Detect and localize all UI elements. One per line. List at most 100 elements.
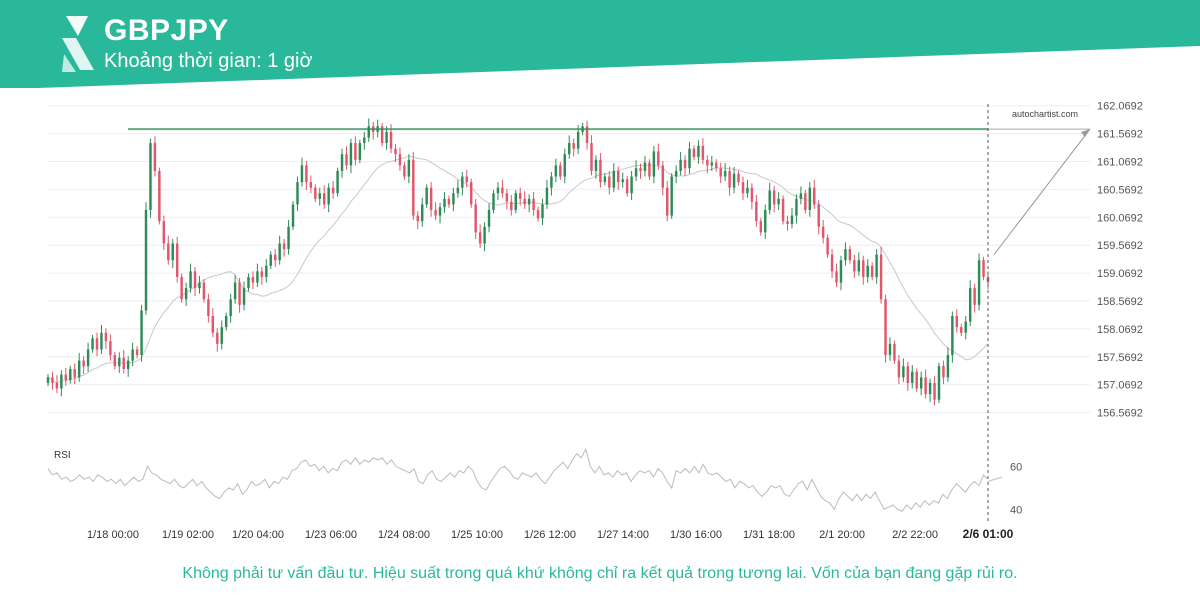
candle-body: [238, 282, 241, 305]
rsi-line: [47, 447, 989, 513]
candle-body: [162, 221, 166, 244]
candle: [118, 352, 121, 373]
candle-body: [933, 382, 936, 400]
candle: [167, 235, 170, 265]
candle-body: [924, 377, 927, 395]
candle-body: [817, 204, 820, 227]
candle-body: [193, 271, 197, 289]
candle: [403, 162, 406, 180]
candle: [795, 194, 798, 224]
price-tick-label: 158.0692: [1097, 324, 1143, 336]
candle-body: [710, 162, 714, 166]
candle: [541, 198, 544, 226]
timeframe-label: Khoảng thời gian: 1 giờ: [104, 50, 313, 72]
candle: [265, 259, 268, 283]
candle-body: [242, 288, 246, 305]
candle-body: [126, 360, 130, 369]
candle: [955, 309, 959, 333]
candle-body: [603, 176, 607, 183]
candle-body: [768, 190, 771, 210]
candle: [340, 148, 344, 178]
rsi-tail: [987, 476, 1003, 482]
candle-body: [256, 271, 259, 283]
candle-body: [447, 198, 451, 205]
candle-body: [327, 187, 330, 205]
candle: [697, 140, 700, 164]
candle-body: [866, 265, 869, 277]
candle: [269, 251, 272, 270]
time-tick-label: 2/1 20:00: [819, 529, 865, 541]
candle: [434, 202, 437, 221]
candle: [835, 263, 838, 287]
candle: [300, 157, 304, 187]
candle: [349, 138, 353, 174]
candle: [634, 160, 638, 181]
candle-body: [469, 182, 473, 205]
candle-body: [813, 187, 816, 205]
candle: [336, 167, 339, 197]
candle: [238, 278, 241, 313]
candle: [732, 167, 736, 194]
rsi-tick-label: 60: [1010, 461, 1022, 473]
candle: [723, 163, 727, 181]
candle-body: [902, 366, 905, 378]
candle: [492, 189, 495, 214]
candle: [452, 187, 455, 212]
candle-body: [951, 316, 954, 356]
candle: [73, 363, 76, 385]
candle-body: [385, 131, 388, 144]
candle-body: [968, 288, 972, 322]
candle-body: [897, 360, 901, 378]
candle-body: [955, 316, 959, 328]
candle: [879, 246, 883, 304]
candle-body: [795, 198, 798, 216]
candle-body: [510, 201, 513, 210]
candle-body: [870, 265, 874, 277]
candle-body: [425, 187, 428, 205]
candle: [536, 206, 540, 222]
candle: [109, 334, 112, 361]
candle-body: [407, 159, 411, 177]
candle: [568, 135, 571, 159]
candle: [305, 160, 308, 190]
candle-body: [657, 151, 660, 166]
candle: [100, 324, 103, 354]
time-tick-label: 1/20 04:00: [232, 529, 284, 541]
candle: [260, 266, 264, 285]
candle-body: [273, 254, 277, 261]
candle: [906, 361, 910, 391]
rsi-panel: RSI 60 40: [47, 447, 1022, 516]
candle: [826, 234, 829, 258]
candle-body: [862, 260, 865, 277]
header-banner: [0, 0, 1200, 88]
candle-body: [318, 193, 321, 199]
candle-body: [666, 187, 669, 216]
candle: [670, 173, 673, 219]
candle: [175, 236, 179, 283]
candle-body: [474, 204, 477, 233]
candle-body: [456, 187, 460, 194]
candle: [122, 350, 125, 374]
candle-body: [403, 165, 406, 177]
candle-body: [639, 168, 642, 171]
candle-body: [594, 159, 598, 171]
candle-body: [728, 170, 731, 188]
candle-body: [928, 382, 932, 395]
candle-body: [514, 193, 517, 210]
candle: [523, 191, 526, 209]
candle: [741, 176, 745, 200]
candle: [821, 220, 825, 244]
candle: [839, 255, 843, 291]
candle: [363, 131, 366, 150]
candle: [933, 376, 936, 406]
candle: [652, 145, 656, 184]
candle: [973, 283, 976, 313]
candle-body: [857, 260, 861, 272]
candle-body: [358, 143, 362, 160]
candle-body: [683, 159, 687, 169]
candle-body: [260, 271, 264, 277]
candle: [594, 155, 598, 179]
candle: [505, 188, 509, 210]
candle-body: [64, 374, 68, 381]
candle: [184, 282, 188, 306]
